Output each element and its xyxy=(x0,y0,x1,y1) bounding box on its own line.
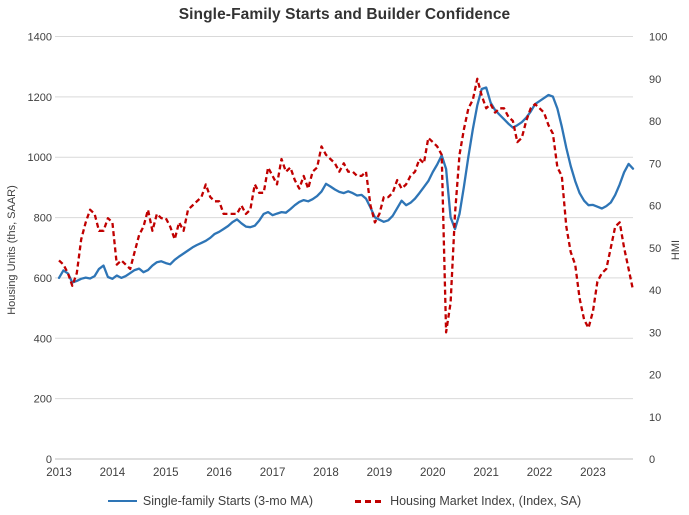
tick-label: 2018 xyxy=(313,467,339,479)
tick-label: 0 xyxy=(46,454,52,466)
tick-label: 100 xyxy=(649,32,667,44)
tick-label: 0 xyxy=(649,454,655,466)
legend-label-starts: Single-family Starts (3-mo MA) xyxy=(142,494,314,508)
tick-label: 200 xyxy=(34,394,52,406)
tick-label: 2014 xyxy=(100,467,126,479)
tick-label: 2016 xyxy=(206,467,232,479)
tick-label: 1000 xyxy=(28,152,52,164)
tick-label: 1400 xyxy=(28,32,52,44)
tick-label: 2023 xyxy=(580,467,606,479)
legend-entry-hmi: Housing Market Index, (Index, SA) xyxy=(355,494,581,508)
tick-label: 20 xyxy=(649,370,661,382)
tick-label: 600 xyxy=(34,273,52,285)
chart-title: Single-Family Starts and Builder Confide… xyxy=(178,6,511,23)
tick-label: 80 xyxy=(649,116,661,128)
tick-label: 60 xyxy=(649,201,661,213)
tick-label: 50 xyxy=(649,243,661,255)
legend-entry-starts: Single-family Starts (3-mo MA) xyxy=(107,494,314,508)
series-line-starts xyxy=(57,86,635,284)
tick-label: 40 xyxy=(649,285,661,297)
tick-label: 30 xyxy=(649,327,661,339)
legend-dashed-line-swatch xyxy=(355,499,385,503)
tick-label: 2015 xyxy=(153,467,179,479)
tick-label: 2021 xyxy=(473,467,499,479)
tick-label: 2013 xyxy=(46,467,72,479)
tick-label: 70 xyxy=(649,158,661,170)
tick-label: 800 xyxy=(34,213,52,225)
tick-label: 2022 xyxy=(527,467,553,479)
legend-solid-line-swatch xyxy=(107,499,137,503)
legend-label-hmi: Housing Market Index, (Index, SA) xyxy=(390,494,582,508)
tick-label: 400 xyxy=(34,333,52,345)
tick-label: 10 xyxy=(649,412,661,424)
tick-label: 1200 xyxy=(28,92,52,104)
tick-label: 2017 xyxy=(260,467,286,479)
tick-label: 2020 xyxy=(420,467,446,479)
legend: Single-family Starts (3-mo MA) Housing M… xyxy=(0,494,689,508)
tick-label: 2019 xyxy=(367,467,393,479)
tick-label: 90 xyxy=(649,74,661,86)
series-line-hmi xyxy=(58,77,635,334)
